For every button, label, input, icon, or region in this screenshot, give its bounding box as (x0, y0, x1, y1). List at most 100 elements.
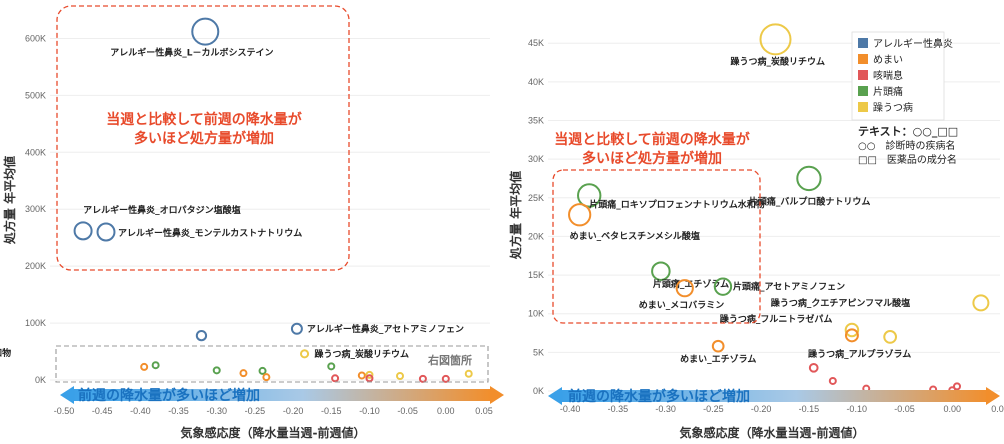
right-point-label: めまい_ベタヒスチンメシル酸塩 (570, 230, 700, 242)
right-y-tick-label: 30K (528, 154, 544, 164)
left-x-tick-label: -0.50 (54, 406, 75, 416)
left-x-tick-label: -0.35 (168, 406, 189, 416)
right-x-tick-label: -0.25 (703, 404, 724, 414)
left-arrow-text: 前週の降水量が多いほど増加 (78, 387, 260, 404)
left-y-tick-label: 200K (25, 261, 46, 271)
right-point-label: 躁うつ病_炭酸リチウム (731, 55, 826, 67)
right-direction-arrow (548, 387, 1000, 405)
left-point (327, 362, 336, 371)
legend-note-title: テキスト：○○_□□ (858, 125, 958, 138)
left-scatter-chart: 0K 100K 200K 300K 400K 500K 600K -0.50 -0.45 -0.4… (0, 5, 504, 440)
right-point (796, 165, 822, 192)
legend-item-label: 躁うつ病 (873, 101, 913, 114)
left-point-label: アレルギー性鼻炎_L－カルボシステイン (110, 47, 273, 59)
right-y-tick-label: 20K (528, 231, 544, 241)
right-annotation-line1: 当週と比較して前週の降水量が (554, 131, 751, 148)
right-y-tick-label: 10K (528, 309, 544, 319)
left-point (258, 366, 267, 375)
left-point (441, 374, 450, 383)
left-point (365, 370, 374, 379)
left-x-tick-label: -0.45 (92, 406, 113, 416)
legend-item-label: めまい (873, 54, 903, 66)
right-point (808, 362, 819, 373)
right-x-tick-label: -0.05 (894, 404, 915, 414)
right-x-tick-label: -0.15 (799, 404, 820, 414)
left-point (191, 17, 220, 46)
right-point (844, 322, 860, 338)
right-x-tick-label: -0.20 (751, 404, 772, 414)
left-x-tick-label: -0.05 (397, 406, 418, 416)
left-x-tick-label: -0.30 (206, 406, 227, 416)
right-point (844, 328, 859, 343)
left-x-tick-label: -0.40 (130, 406, 151, 416)
left-x-tick-label: -0.25 (245, 406, 266, 416)
right-point (675, 279, 694, 298)
left-annotation-line2: 多いほど処方量が増加 (134, 130, 274, 147)
left-point (418, 374, 427, 383)
right-y-tick-label: 25K (528, 193, 544, 203)
left-y-tick-label: 100K (25, 318, 46, 328)
right-x-axis-title: 気象感応度（降水量当週-前週値） (680, 425, 865, 440)
left-x-tick-label: 0.05 (475, 406, 493, 416)
left-point (140, 362, 149, 371)
right-point-label: 躁うつ病_クエチアピンフマル酸塩 (771, 297, 910, 309)
right-y-tick-label: 0K (533, 386, 544, 396)
right-point (883, 330, 898, 344)
left-point (212, 366, 221, 375)
right-point (713, 277, 733, 296)
right-point-label: 躁うつ病_アルプラゾラム (808, 348, 911, 360)
left-point (96, 222, 116, 242)
legend-swatch (858, 54, 868, 64)
legend-swatch (858, 38, 868, 48)
legend-note-line1: ○○ 診断時の疾病名 (858, 139, 955, 152)
right-annotation-line2: 多いほど処方量が増加 (582, 150, 722, 167)
left-point (331, 374, 340, 383)
right-y-tick-label: 35K (528, 115, 544, 125)
right-scatter-chart: 0K 5K 10K 15K 20K 25K 30K 35K 40K 45K -0.40 -0.35 -0… (508, 23, 1004, 440)
left-point (464, 369, 473, 378)
left-y-tick-label: 400K (25, 147, 46, 157)
left-point-label: アレルギー性鼻炎_モンテルカストナトリウム (118, 227, 302, 239)
right-x-tick-label: -0.40 (560, 404, 581, 414)
legend-swatch (858, 102, 868, 112)
right-point-label: めまい_メコバラミン (639, 300, 725, 311)
left-point-label: アレルギー性鼻炎_オロパタジン塩酸塩 (83, 204, 241, 216)
left-highlight-box (56, 5, 350, 271)
right-x-tick-label: 0.05 (991, 404, 1004, 414)
right-y-tick-label: 40K (528, 77, 544, 87)
right-figure-area-label: 右図箇所 (427, 353, 472, 367)
left-x-tick-label: -0.15 (321, 406, 342, 416)
left-x-axis-title: 気象感応度（降水量当週-前週値） (181, 425, 366, 440)
right-x-tick-label: 0.00 (943, 404, 961, 414)
left-y-axis-title: 処方量 年平均値 (2, 156, 17, 245)
right-point (711, 339, 725, 353)
right-point (828, 376, 837, 385)
left-annotation-line1: 当週と比較して前週の降水量が (106, 111, 303, 128)
right-x-tick-label: -0.10 (846, 404, 867, 414)
legend-note-line2: □□ 医薬品の成分名 (858, 153, 957, 166)
left-y-tick-label: 0K (35, 375, 46, 385)
right-point (759, 23, 792, 56)
left-y-tick-label: 300K (25, 204, 46, 214)
right-point-label: 片頭痛_ロキソプロフェンナトリウム水和物 (589, 198, 765, 210)
right-point-label: 片頭痛_バルプロ酸ナトリウム (749, 195, 871, 207)
right-point-label: 片頭痛_アセトアミノフェン (733, 281, 845, 293)
right-x-tick-label: -0.35 (608, 404, 629, 414)
legend-item-label: アレルギー性鼻炎 (873, 37, 953, 50)
left-direction-arrow (60, 386, 504, 404)
left-point (299, 349, 310, 359)
right-point-label: 躁うつ病_フルニトラゼパム (720, 313, 833, 325)
left-point (195, 329, 208, 342)
left-point (73, 221, 93, 241)
right-point (651, 261, 671, 281)
left-point (239, 369, 248, 378)
left-point (357, 371, 366, 380)
right-point (953, 382, 962, 391)
left-point (396, 372, 404, 381)
right-y-axis-title: 処方量 年平均値 (508, 171, 523, 260)
right-y-tick-label: 15K (528, 270, 544, 280)
right-figure-area-box (55, 345, 489, 383)
left-point (262, 373, 271, 382)
